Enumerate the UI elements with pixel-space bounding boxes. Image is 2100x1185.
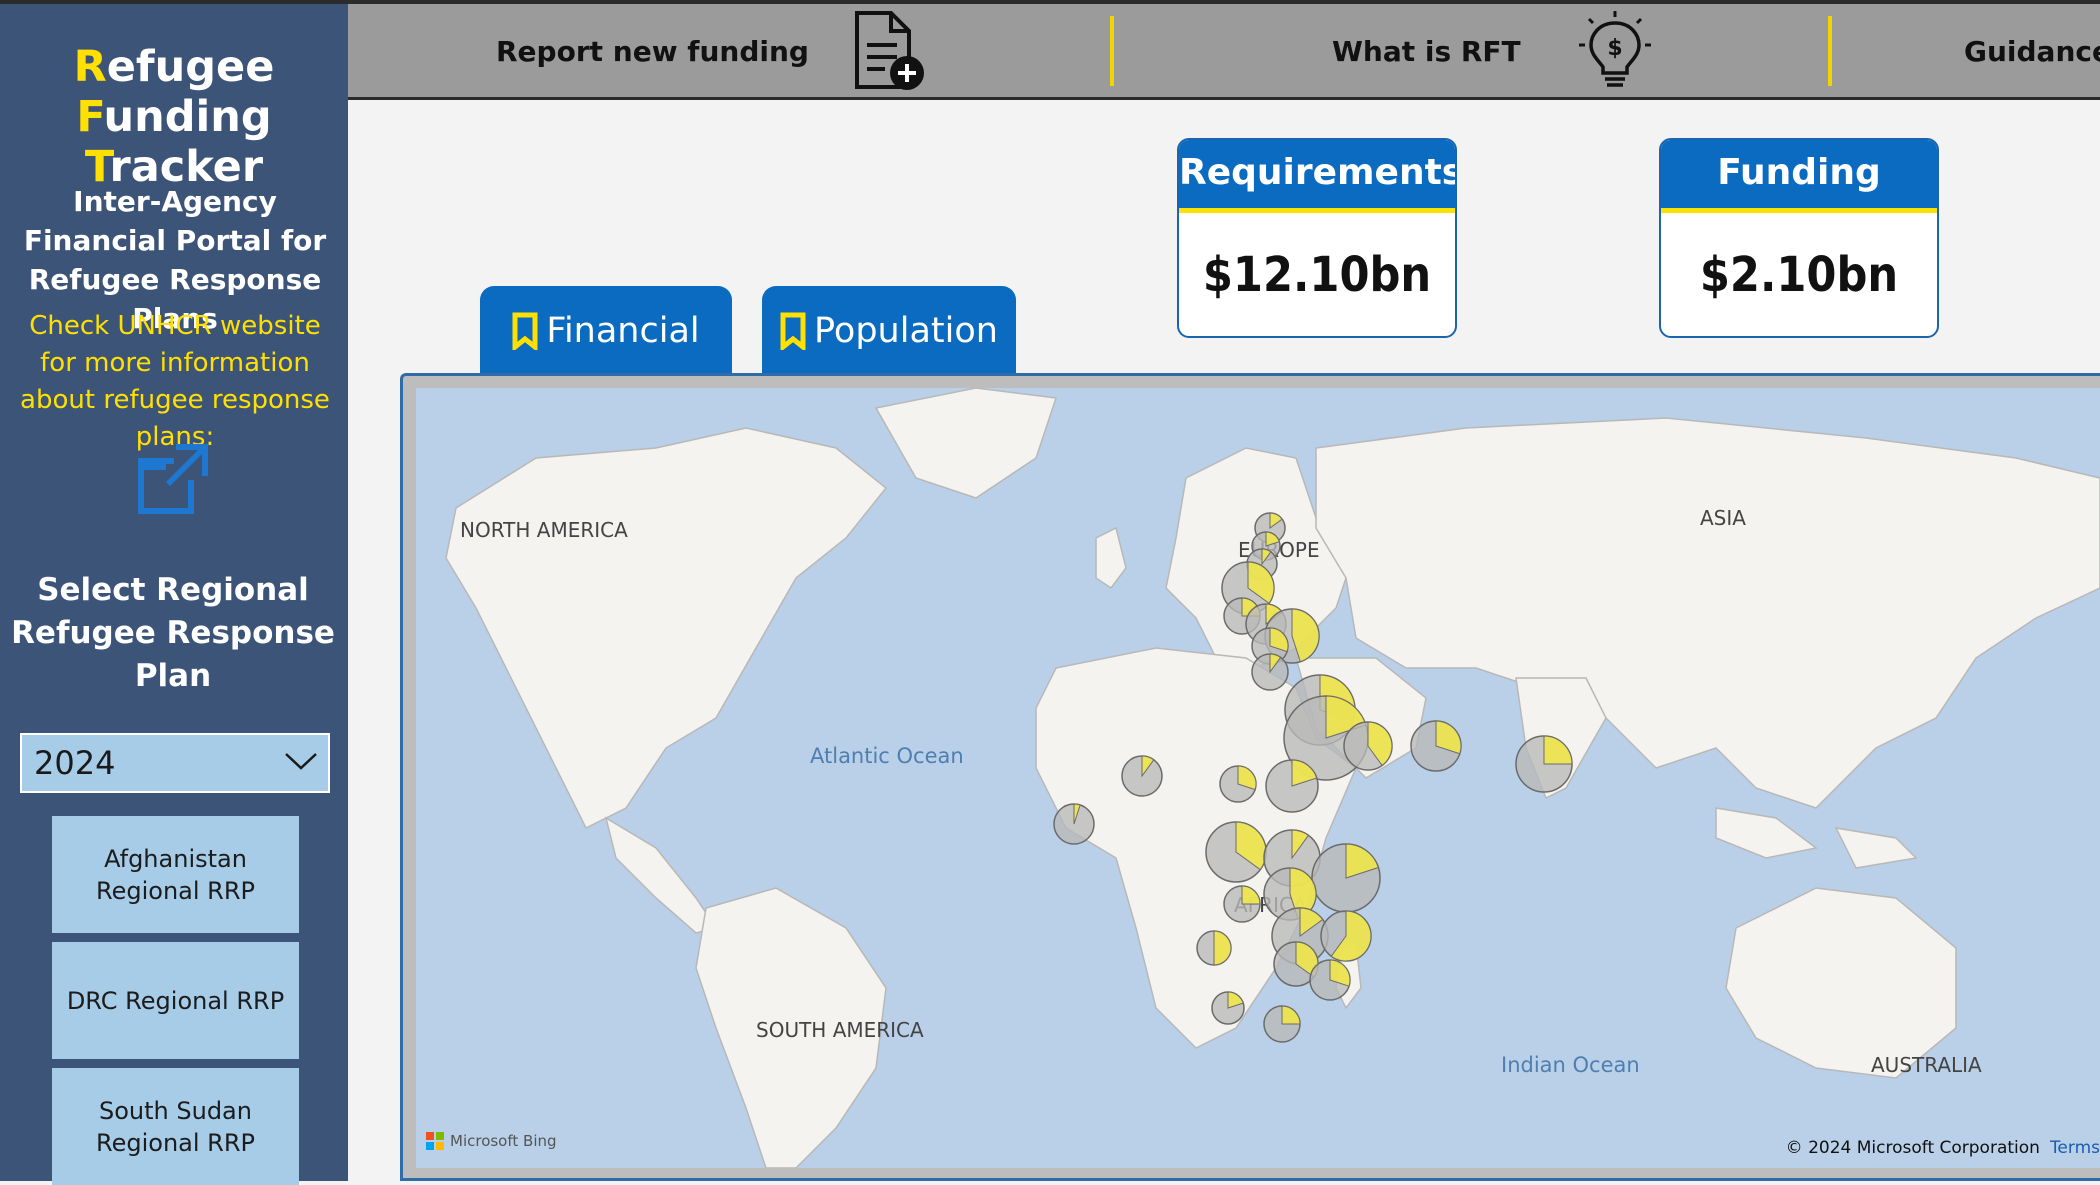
map-label-north-america: NORTH AMERICA (460, 518, 628, 542)
pie-marker[interactable] (1223, 885, 1261, 923)
pie-marker[interactable] (1251, 653, 1289, 691)
unhcr-info-text: Check UNHCR website for more information… (20, 311, 330, 452)
document-add-icon (851, 9, 927, 93)
tab-population[interactable]: Population (762, 286, 1016, 376)
report-new-funding-link[interactable]: Report new funding (496, 4, 927, 98)
map-label-asia: ASIA (1700, 506, 1746, 530)
nav-label: Report new funding (496, 34, 809, 68)
nav-label: Guidance (1964, 34, 2100, 68)
rrp-button-label: DRC Regional RRP (66, 986, 285, 1015)
bing-label: Microsoft Bing (450, 1132, 557, 1150)
bookmark-icon (512, 312, 538, 350)
microsoft-logo-icon (426, 1132, 444, 1150)
external-link-icon[interactable] (130, 436, 216, 522)
rrp-button-drc[interactable]: DRC Regional RRP (52, 942, 299, 1059)
svg-text:$: $ (1607, 36, 1622, 61)
pie-marker[interactable] (1410, 720, 1462, 772)
map-label-south-america: SOUTH AMERICA (756, 1018, 924, 1042)
requirements-label: Requirements (1179, 140, 1455, 213)
pie-marker[interactable] (1196, 930, 1232, 966)
map-terms-link[interactable]: Terms (2049, 1138, 2100, 1158)
guidance-link[interactable]: Guidance (1964, 4, 2100, 98)
nav-divider (1828, 16, 1832, 86)
chevron-down-icon (284, 751, 318, 775)
pie-marker[interactable] (1265, 759, 1319, 813)
pie-marker[interactable] (1211, 991, 1245, 1025)
year-dropdown-value: 2024 (34, 744, 116, 782)
bing-attribution: Microsoft Bing (426, 1132, 557, 1150)
map-label-atlantic-ocean: Atlantic Ocean (810, 744, 964, 768)
tab-financial[interactable]: Financial (480, 286, 732, 376)
pie-marker[interactable] (1053, 803, 1095, 845)
what-is-rft-link[interactable]: What is RFT $ (1332, 4, 1653, 98)
pie-marker[interactable] (1309, 959, 1351, 1001)
title-initial: T (84, 142, 110, 192)
year-dropdown[interactable]: 2024 (20, 733, 330, 793)
rrp-button-south-sudan[interactable]: South Sudan Regional RRP (52, 1068, 299, 1185)
world-map[interactable]: NORTH AMERICA EUROPE ASIA AFRICA SOUTH A… (416, 388, 2100, 1168)
funding-pie-markers (1053, 512, 1573, 1043)
tab-label: Population (814, 311, 998, 351)
pie-marker[interactable] (1320, 910, 1372, 962)
tab-label: Financial (546, 311, 700, 351)
nav-label: What is RFT (1332, 34, 1521, 68)
bookmark-icon (780, 312, 806, 350)
portal-subtitle: Inter-Agency Financial Portal for Refuge… (23, 185, 327, 335)
map-label-australia: AUSTRALIA (1871, 1053, 1982, 1077)
nav-divider (1110, 16, 1114, 86)
pie-marker[interactable] (1273, 941, 1319, 987)
title-initial: R (73, 42, 107, 92)
pie-marker[interactable] (1343, 721, 1393, 771)
requirements-value: $12.10bn (1202, 247, 1432, 303)
pie-marker[interactable] (1515, 735, 1573, 793)
map-label-indian-ocean: Indian Ocean (1501, 1053, 1640, 1077)
map-copyright: © 2024 Microsoft Corporation Terms (1786, 1138, 2100, 1158)
top-navigation: Report new funding What is RFT $ (348, 0, 2100, 100)
lightbulb-dollar-icon: $ (1577, 9, 1653, 93)
title-initial: F (76, 92, 104, 142)
funding-card: Funding $2.10bn (1659, 138, 1939, 338)
requirements-card: Requirements $12.10bn (1177, 138, 1457, 338)
sidebar: Refugee Funding Tracker Inter-Agency Fin… (0, 0, 348, 1185)
pie-marker[interactable] (1121, 755, 1163, 797)
pie-marker[interactable] (1219, 765, 1257, 803)
title-text: racker (109, 142, 264, 192)
pie-marker[interactable] (1311, 843, 1381, 913)
pie-marker[interactable] (1205, 821, 1267, 883)
rrp-button-afghanistan[interactable]: Afghanistan Regional RRP (52, 816, 299, 933)
select-rrp-heading: Select Regional Refugee Response Plan (11, 572, 335, 694)
title-text: efugee (106, 42, 275, 92)
app-title: Refugee Funding Tracker (0, 42, 348, 192)
copyright-text: © 2024 Microsoft Corporation (1785, 1138, 2040, 1158)
pie-marker[interactable] (1263, 1005, 1301, 1043)
rrp-button-label: Afghanistan Regional RRP (96, 844, 255, 905)
title-text: unding (103, 92, 272, 142)
rrp-button-label: South Sudan Regional RRP (96, 1096, 255, 1157)
funding-label: Funding (1661, 140, 1937, 213)
funding-value: $2.10bn (1699, 247, 1899, 303)
